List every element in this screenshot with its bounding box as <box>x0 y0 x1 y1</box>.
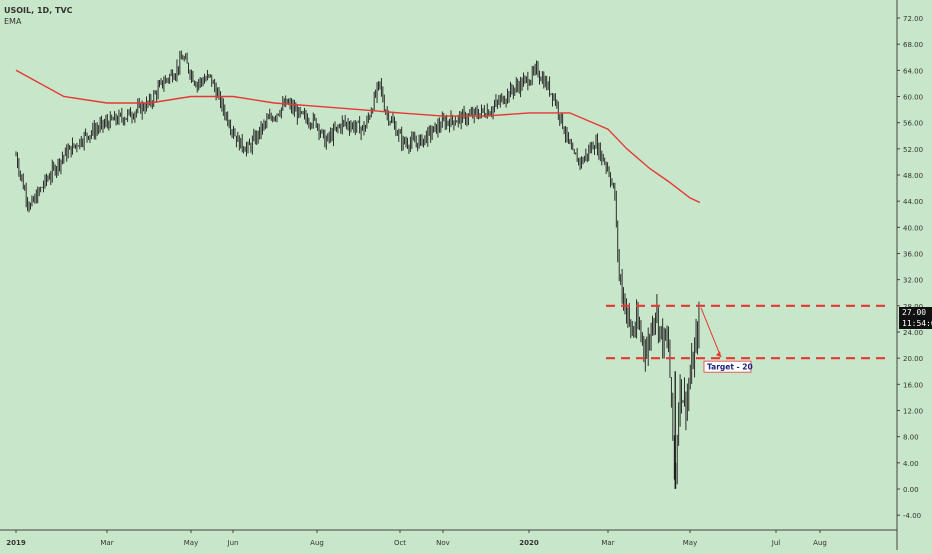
y-tick-label: 16.00 <box>903 381 923 389</box>
x-tick-label: 2020 <box>519 539 539 547</box>
x-tick-label: May <box>683 539 697 547</box>
y-tick-label: 24.00 <box>903 329 923 337</box>
y-tick-label: 28.00 <box>903 303 923 311</box>
y-tick-label: 40.00 <box>903 224 923 232</box>
x-tick-label: Nov <box>436 539 450 547</box>
y-tick-label: 64.00 <box>903 67 923 75</box>
y-tick-label: 32.00 <box>903 277 923 285</box>
y-tick-label: 12.00 <box>903 408 923 416</box>
x-tick-label: May <box>184 539 198 547</box>
y-tick-label: 56.00 <box>903 120 923 128</box>
x-tick-label: Aug <box>310 539 324 547</box>
y-tick-label: -4.00 <box>903 512 921 520</box>
y-tick-label: 8.00 <box>903 434 919 442</box>
x-tick-label: Jul <box>771 539 781 547</box>
x-tick-label: Aug <box>813 539 827 547</box>
bar-countdown-tag: 11:54:07 <box>899 318 932 329</box>
symbol-title: USOIL, 1D, TVC <box>4 6 73 15</box>
target-arrow-head <box>716 351 721 358</box>
y-tick-label: 60.00 <box>903 94 923 102</box>
x-tick-label: Jun <box>227 539 239 547</box>
indicator-label: EMA <box>4 17 22 26</box>
x-tick-label: Mar <box>601 539 614 547</box>
current-price-tag: 27.00 <box>899 307 932 318</box>
y-tick-label: 72.00 <box>903 15 923 23</box>
target-annotation-box <box>703 360 752 373</box>
y-tick-label: 36.00 <box>903 251 923 259</box>
y-tick-label: 20.00 <box>903 355 923 363</box>
y-tick-label: 4.00 <box>903 460 919 468</box>
y-tick-label: 68.00 <box>903 41 923 49</box>
x-tick-label: 2019 <box>6 539 26 547</box>
target-arrow <box>700 307 722 358</box>
x-tick-label: Mar <box>100 539 113 547</box>
y-tick-label: 0.00 <box>903 486 919 494</box>
ema-line <box>15 69 701 204</box>
y-tick-label: 52.00 <box>903 146 923 154</box>
x-tick-label: Oct <box>394 539 406 547</box>
target-annotation-label: Target - 20 <box>707 363 753 372</box>
y-tick-label: 48.00 <box>903 172 923 180</box>
y-tick-label: 44.00 <box>903 198 923 206</box>
